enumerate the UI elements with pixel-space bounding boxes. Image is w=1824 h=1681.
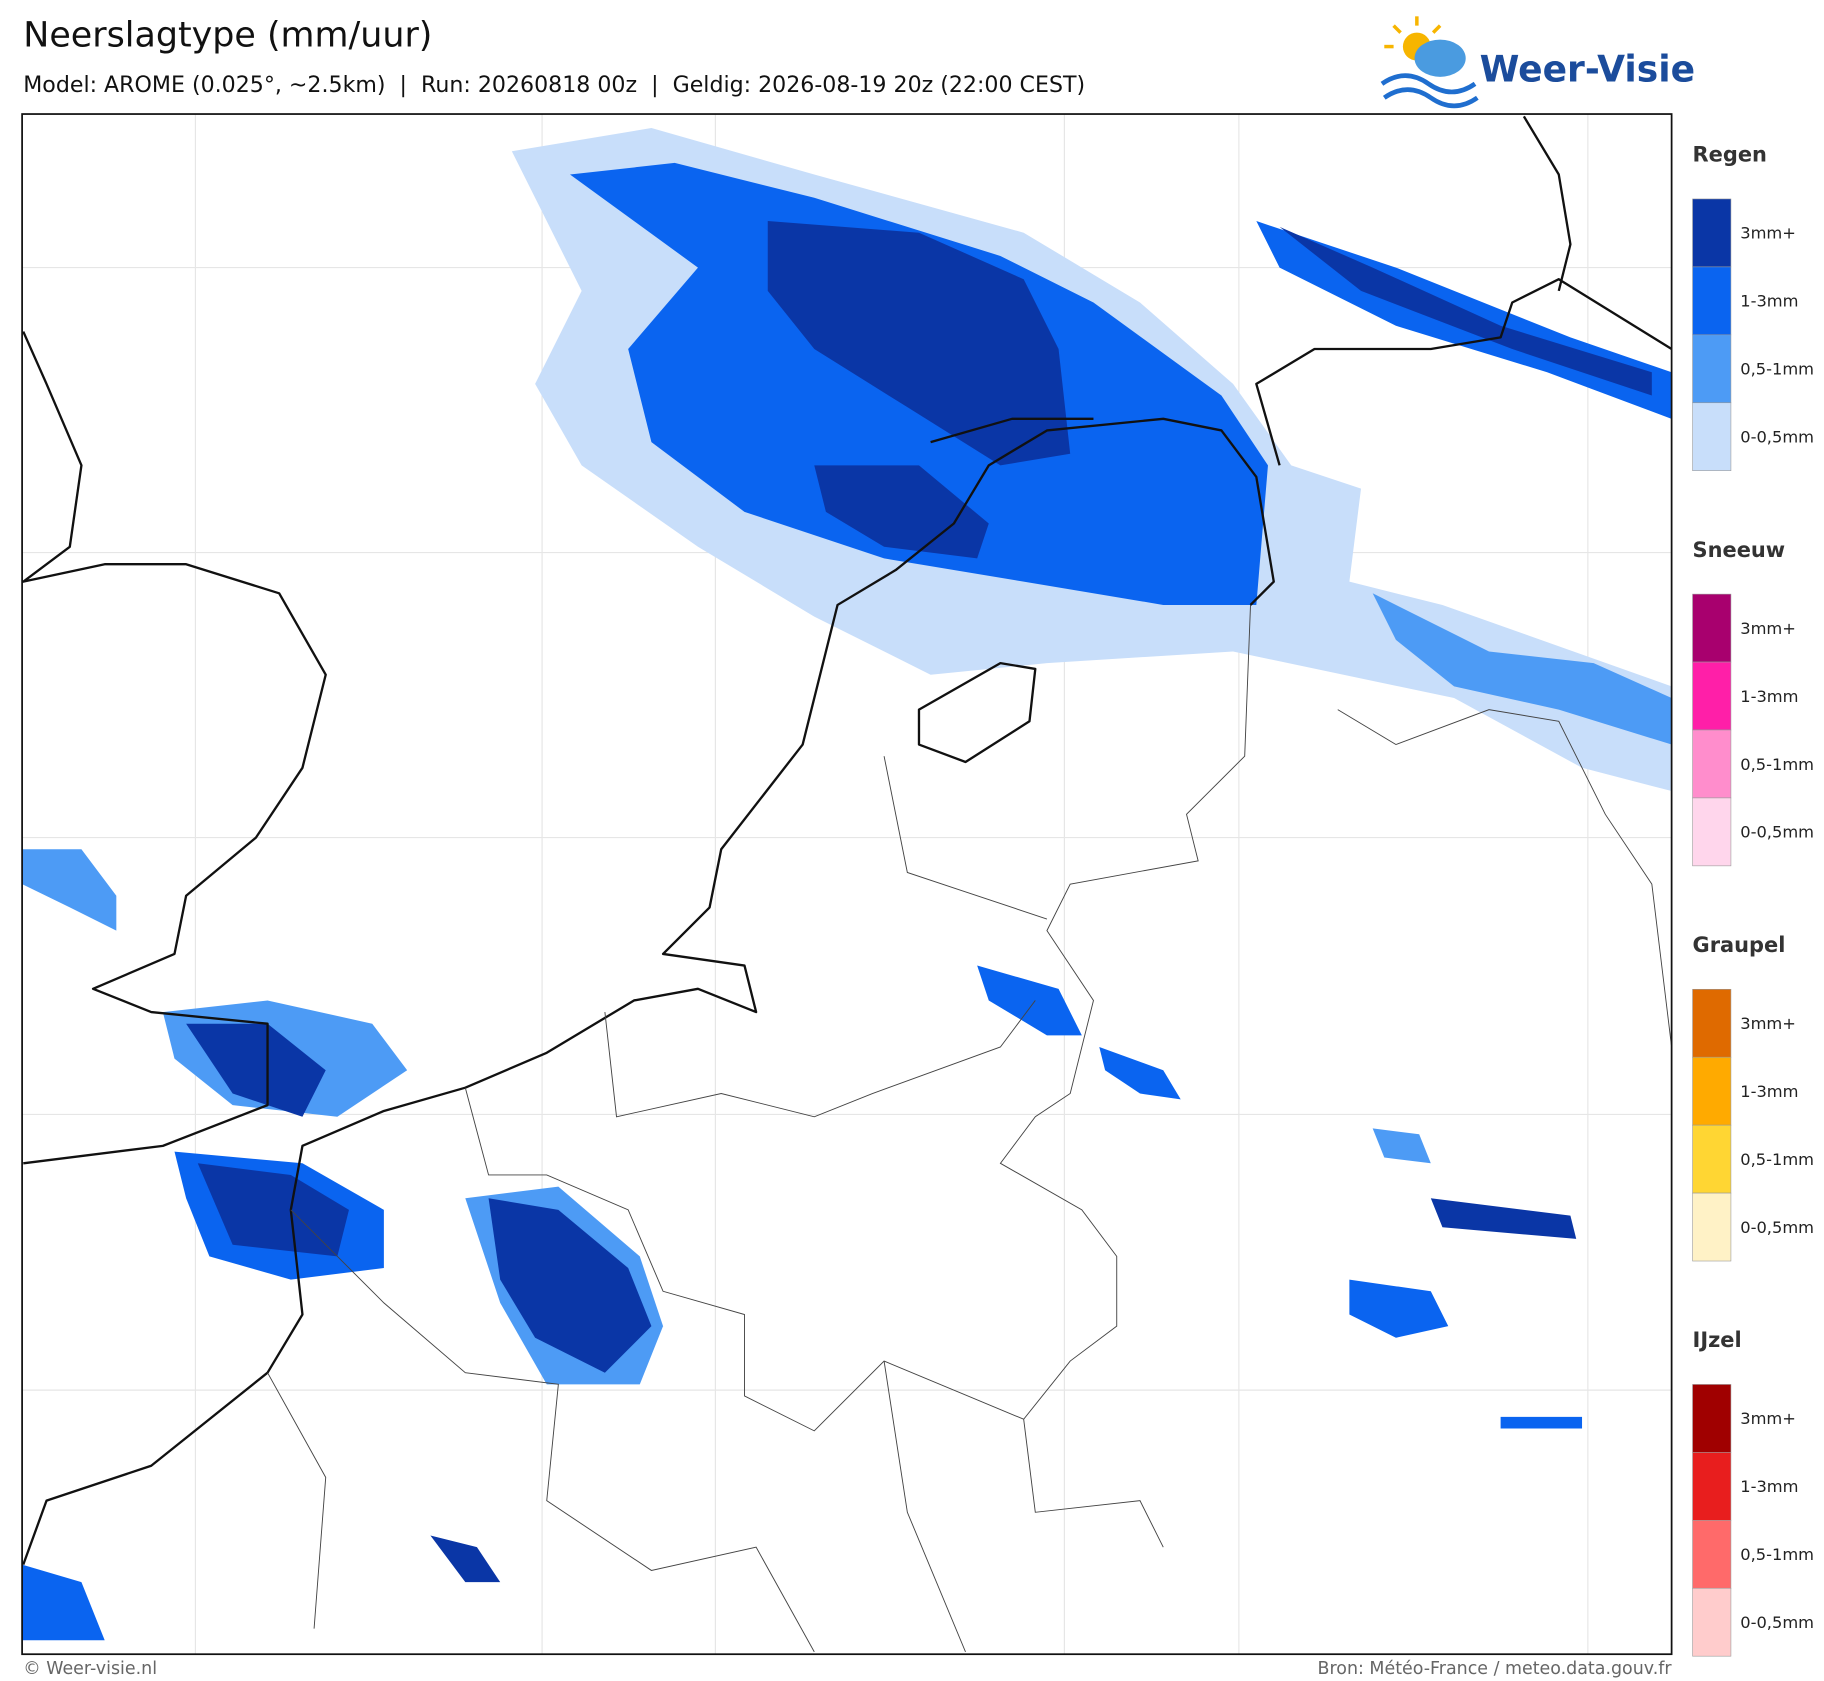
legend-swatch — [1692, 1452, 1732, 1521]
legend-title: IJzel — [1693, 1328, 1742, 1352]
legend-title: Sneeuw — [1693, 538, 1786, 562]
legend-label: 0-0,5mm — [1740, 823, 1814, 842]
legend: Regen 3mm+ 1-3mm 0,5-1mm 0-0,5mm Sneeuw 3mm+ 1-… — [1692, 143, 1814, 1657]
legend-swatch — [1692, 988, 1732, 1058]
subtitle: Model: AROME (0.025°, ~2.5km) | Run: 202… — [23, 72, 1085, 98]
precipitation — [22, 127, 1672, 1641]
legend-label: 1-3mm — [1740, 1082, 1798, 1101]
legend-swatch — [1692, 334, 1732, 404]
legend-label: 0,5-1mm — [1740, 755, 1814, 774]
legend-label: 3mm+ — [1740, 619, 1796, 638]
legend-label: 3mm+ — [1740, 1014, 1796, 1033]
legend-swatch — [1692, 729, 1732, 799]
legend-label: 1-3mm — [1740, 292, 1798, 311]
legend-label: 0-0,5mm — [1740, 428, 1814, 447]
legend-label: 3mm+ — [1740, 1409, 1796, 1428]
legend-swatch — [1692, 1520, 1732, 1589]
legend-swatch — [1692, 266, 1732, 336]
legend-label: 0,5-1mm — [1740, 360, 1814, 379]
legend-swatch — [1692, 593, 1732, 663]
map — [22, 114, 1672, 1655]
footer-right: Bron: Météo-France / meteo.data.gouv.fr — [1318, 1659, 1673, 1679]
map-frame — [21, 113, 1673, 1656]
title: Neerslagtype (mm/uur) — [23, 16, 432, 56]
logo-text: Weer-Visie — [1480, 48, 1695, 90]
legend-label: 1-3mm — [1740, 1477, 1798, 1496]
legend-label: 0,5-1mm — [1740, 1545, 1814, 1564]
legend-title: Regen — [1693, 143, 1767, 167]
legend-swatch — [1692, 797, 1732, 867]
legend-swatch — [1692, 1384, 1732, 1453]
legend-swatch — [1692, 1124, 1732, 1194]
legend-swatch — [1692, 402, 1732, 471]
legend-label: 0,5-1mm — [1740, 1150, 1814, 1169]
legend-swatch — [1692, 198, 1732, 268]
legend-title: Graupel — [1693, 933, 1786, 957]
legend-swatch — [1692, 1587, 1732, 1657]
legend-swatch — [1692, 1192, 1732, 1262]
legend-label: 0-0,5mm — [1740, 1218, 1814, 1237]
legend-swatch — [1692, 1056, 1732, 1126]
legend-label: 3mm+ — [1740, 224, 1796, 243]
coastlines — [22, 115, 1672, 1566]
legend-label: 1-3mm — [1740, 687, 1798, 706]
logo: Weer-Visie — [1380, 16, 1695, 109]
borders — [267, 604, 1672, 1653]
legend-swatch — [1692, 661, 1732, 731]
footer-left: © Weer-visie.nl — [23, 1659, 157, 1679]
legend-label: 0-0,5mm — [1740, 1613, 1814, 1632]
